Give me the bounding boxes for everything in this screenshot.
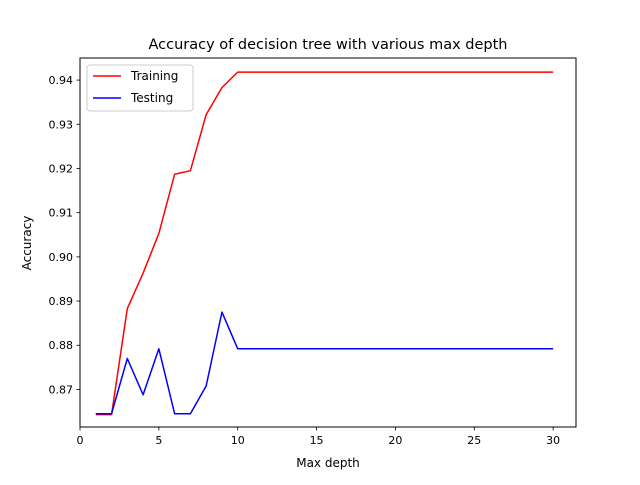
y-axis-label: Accuracy — [20, 216, 34, 271]
x-tick-label: 20 — [388, 434, 402, 447]
x-tick-label: 0 — [77, 434, 84, 447]
legend-label-training: Training — [130, 69, 178, 83]
legend-label-testing: Testing — [130, 91, 173, 105]
x-axis-ticks: 0 5 10 15 20 25 30 — [77, 427, 560, 447]
y-tick-label: 0.92 — [49, 162, 74, 175]
series-line-testing — [95, 311, 554, 415]
y-tick-label: 0.90 — [49, 251, 74, 264]
plot-frame — [79, 57, 577, 428]
x-tick-label: 15 — [310, 434, 324, 447]
y-tick-label: 0.91 — [49, 207, 74, 220]
x-tick-label: 25 — [467, 434, 481, 447]
y-tick-label: 0.89 — [49, 295, 74, 308]
y-tick-label: 0.88 — [49, 339, 74, 352]
series-line-training — [95, 71, 554, 416]
plot-lines — [95, 71, 554, 416]
y-tick-label: 0.94 — [49, 74, 74, 87]
chart-title: Accuracy of decision tree with various m… — [148, 37, 507, 53]
x-tick-label: 10 — [231, 434, 245, 447]
y-tick-label: 0.93 — [49, 118, 74, 131]
y-tick-label: 0.87 — [49, 383, 74, 396]
legend: Training Testing — [86, 64, 194, 112]
x-axis-label: Max depth — [296, 456, 360, 470]
x-tick-label: 5 — [155, 434, 162, 447]
y-axis-ticks: 0.87 0.88 0.89 0.90 0.91 0.92 0.93 0.94 — [49, 74, 80, 396]
x-tick-label: 30 — [546, 434, 560, 447]
